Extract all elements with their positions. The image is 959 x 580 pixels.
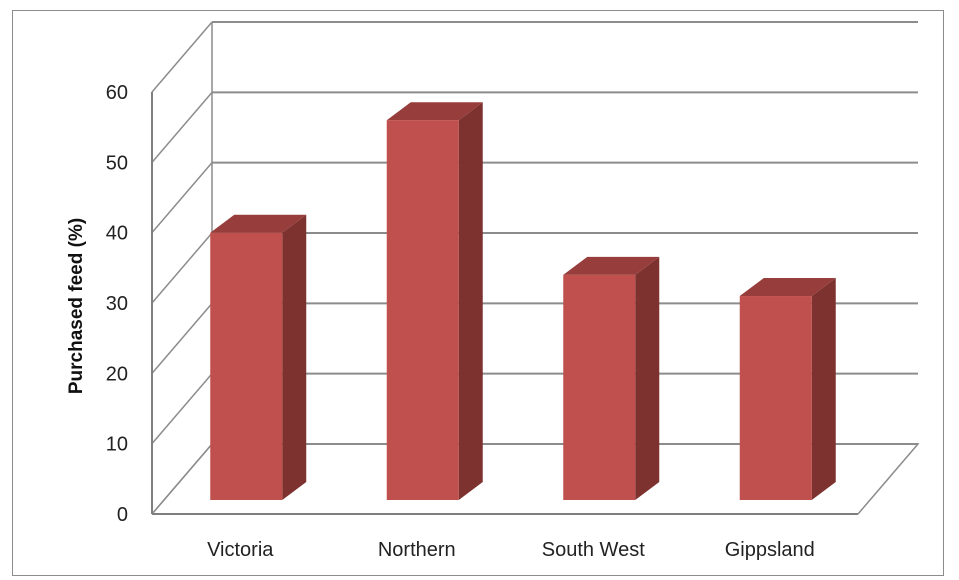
- x-tick-label: South West: [542, 539, 645, 561]
- side-wall-gridline: [151, 162, 213, 234]
- x-tick-label: Northern: [378, 539, 456, 561]
- bar-front-face: [210, 232, 283, 500]
- bar-side-face: [458, 102, 483, 500]
- y-tick-label: 40: [106, 223, 128, 245]
- y-tick-label: 20: [106, 363, 128, 385]
- bar-top-face: [386, 102, 483, 121]
- bar-top-face: [739, 278, 836, 297]
- bar-top-face: [210, 214, 307, 233]
- y-axis-label: Purchased feed (%): [66, 218, 87, 394]
- bars: [210, 102, 836, 500]
- y-tick-label: 50: [106, 152, 128, 174]
- side-wall-gridline: [151, 443, 213, 515]
- bar-front-face: [563, 274, 636, 500]
- x-tick-label: Victoria: [207, 539, 274, 561]
- y-tick-labels: 0 10 20 30 40 50 60: [106, 82, 128, 526]
- y-tick-label: 60: [106, 82, 128, 104]
- bar-gippsland: [739, 278, 836, 500]
- side-wall-gridline: [151, 91, 213, 163]
- bar-top-face: [563, 256, 660, 275]
- bar-front-face: [386, 120, 459, 500]
- y-tick-label: 10: [106, 434, 128, 456]
- side-wall-gridline: [151, 373, 213, 445]
- side-wall-gridline: [151, 302, 213, 374]
- y-tick-label: 30: [106, 293, 128, 315]
- bar-side-face: [282, 214, 307, 500]
- y-tick-label: 0: [117, 504, 128, 526]
- bar-south-west: [563, 256, 660, 500]
- side-wall-gridline: [151, 21, 213, 93]
- bar-front-face: [739, 296, 812, 500]
- x-tick-labels: Victoria Northern South West Gippsland: [207, 539, 815, 561]
- bar-side-face: [635, 256, 660, 500]
- bar-side-face: [811, 278, 836, 500]
- side-wall-gridline: [151, 232, 213, 304]
- bar-victoria: [210, 214, 307, 500]
- x-tick-label: Gippsland: [725, 539, 815, 561]
- bar-northern: [386, 102, 483, 500]
